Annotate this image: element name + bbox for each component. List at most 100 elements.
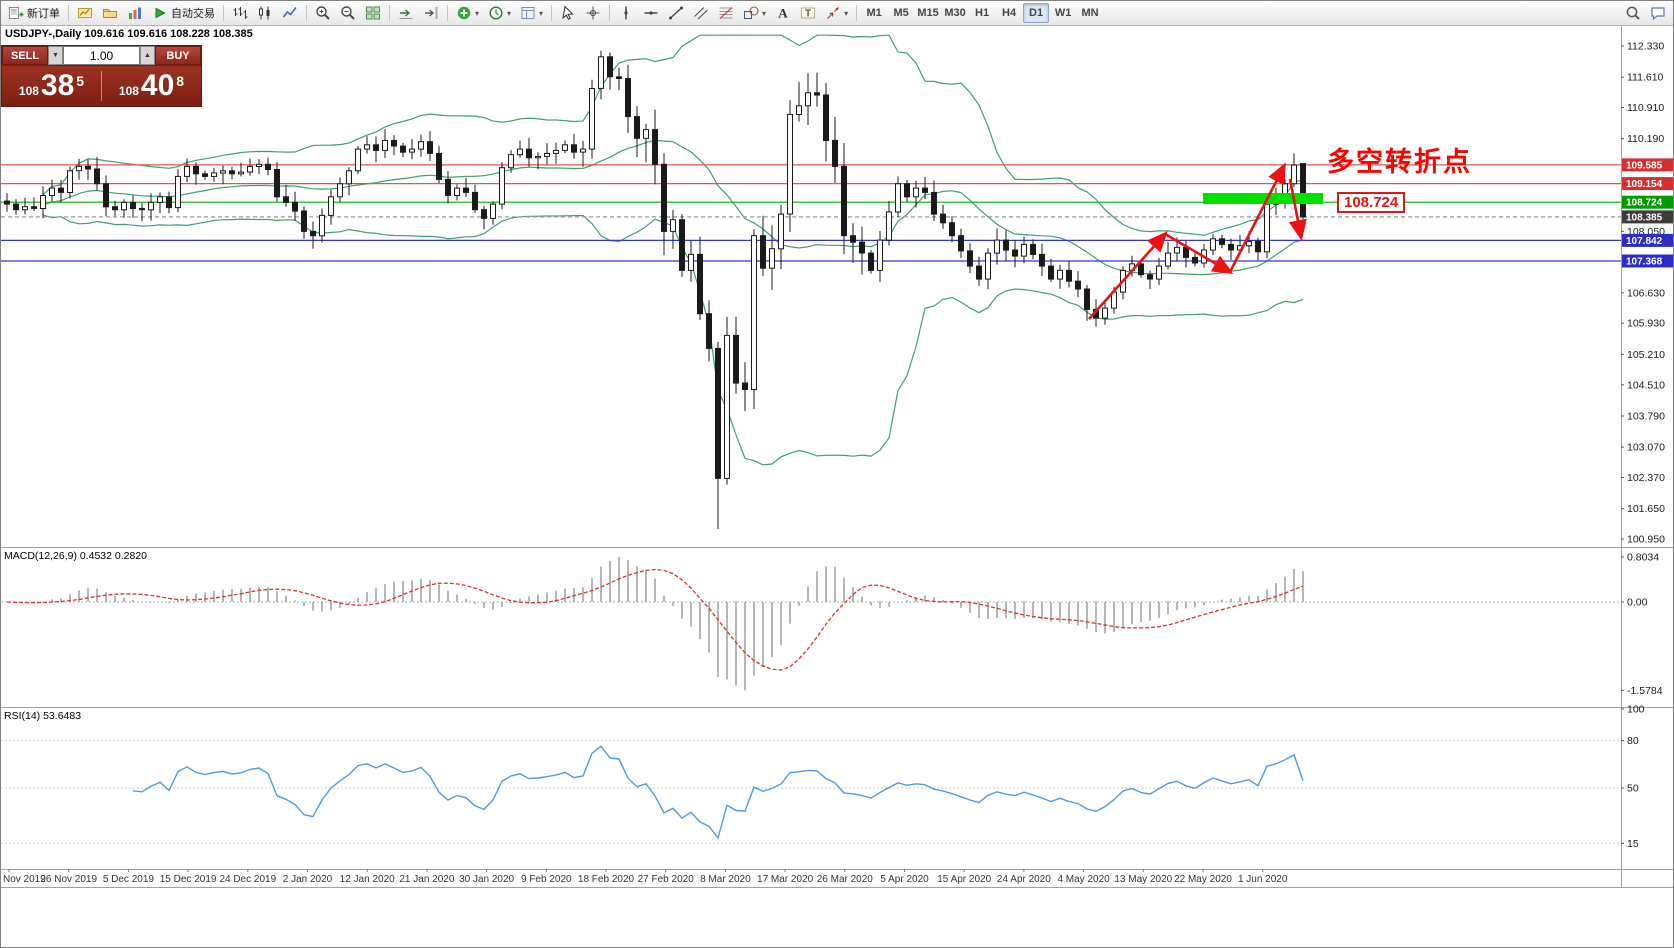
line-chart-button[interactable]: [278, 3, 302, 23]
buy-price-sup: 8: [176, 73, 185, 89]
fibonacci-icon: [719, 7, 733, 19]
svg-text:100.950: 100.950: [1627, 534, 1665, 546]
one-click-trading-panel: SELL ▼ ▲ BUY 108 38 5 108 40 8: [1, 45, 202, 107]
bar-chart-icon: [233, 7, 248, 19]
chart-shift-icon: [425, 7, 438, 19]
price-tag: [1622, 195, 1673, 209]
chat-icon: [1651, 7, 1665, 21]
indicators-icon: [457, 6, 471, 20]
timeframe-d1-button[interactable]: D1: [1023, 3, 1050, 23]
rsi-indicator: 100 80 50 15: [1, 704, 1645, 850]
vertical-line-button[interactable]: [614, 3, 638, 23]
timeframe-m15-button[interactable]: M15: [915, 3, 941, 23]
timeframe-m5-button[interactable]: M5: [888, 3, 914, 23]
timeframe-h4-button[interactable]: H4: [996, 3, 1022, 23]
market-watch-button[interactable]: [123, 3, 147, 23]
svg-text:26 Nov 2019: 26 Nov 2019: [40, 874, 97, 885]
timeframe-mn-button[interactable]: MN: [1077, 3, 1103, 23]
cursor-button[interactable]: [556, 3, 580, 23]
price-axis[interactable]: 112.330111.610110.910110.190108.050106.6…: [1621, 41, 1674, 546]
svg-text:112.330: 112.330: [1627, 41, 1664, 53]
panel-separators[interactable]: [1, 25, 1674, 888]
profiles-button[interactable]: [98, 3, 122, 23]
tile-windows-icon: [366, 6, 380, 20]
svg-text:12 Jan 2020: 12 Jan 2020: [340, 874, 395, 885]
toolbar-separator: [856, 5, 858, 21]
svg-text:15: 15: [1627, 838, 1639, 850]
channel-button[interactable]: [689, 3, 713, 23]
crosshair-button[interactable]: [581, 3, 605, 23]
buy-button[interactable]: BUY: [155, 46, 201, 65]
sell-button[interactable]: SELL: [2, 46, 48, 65]
candlestick-chart-icon: [259, 6, 270, 20]
volume-increase-button[interactable]: ▲: [140, 46, 155, 65]
support-zone-rectangle[interactable]: [1203, 193, 1323, 204]
svg-text:26 Mar 2020: 26 Mar 2020: [817, 874, 874, 885]
volume-input[interactable]: [63, 46, 140, 65]
cursor-icon: [562, 5, 574, 20]
market-watch-icon: [129, 7, 141, 19]
auto-scroll-button[interactable]: [394, 3, 418, 23]
periods-button[interactable]: ▾: [484, 3, 515, 23]
timeframe-h1-button[interactable]: H1: [969, 3, 995, 23]
svg-text:8 Mar 2020: 8 Mar 2020: [700, 874, 751, 885]
toolbar-separator: [389, 5, 390, 21]
templates-button[interactable]: ▾: [516, 3, 547, 23]
volume-decrease-button[interactable]: ▼: [48, 46, 63, 65]
bar-chart-button[interactable]: [228, 3, 252, 23]
sell-price-big: 38: [40, 69, 75, 102]
sell-price[interactable]: 108 38 5: [2, 69, 101, 103]
svg-text:109.154: 109.154: [1626, 179, 1663, 190]
price-tag: [1622, 158, 1673, 172]
svg-text:27 Feb 2020: 27 Feb 2020: [638, 874, 695, 885]
tile-windows-button[interactable]: [361, 3, 385, 23]
svg-text:103.790: 103.790: [1627, 411, 1665, 423]
trendline-button[interactable]: [664, 3, 688, 23]
svg-text:17 Mar 2020: 17 Mar 2020: [757, 874, 814, 885]
turning-point-annotation: 多空转折点: [1327, 147, 1472, 177]
svg-text:102.370: 102.370: [1627, 472, 1665, 484]
timeframe-m30-button[interactable]: M30: [942, 3, 968, 23]
trend-arrows[interactable]: [1088, 162, 1307, 320]
text-icon: A: [778, 6, 788, 21]
new-chart-button[interactable]: [73, 3, 97, 23]
buy-price[interactable]: 108 40 8: [102, 69, 201, 103]
text-button[interactable]: A: [771, 3, 795, 23]
zoom-in-icon: [316, 6, 330, 20]
chart-shift-button[interactable]: [419, 3, 443, 23]
fibonacci-button[interactable]: [714, 3, 738, 23]
indicators-button[interactable]: ▾: [452, 3, 483, 23]
rsi-label: RSI(14) 53.6483: [4, 710, 82, 722]
svg-text:-1.5784: -1.5784: [1627, 685, 1663, 697]
shapes-icon: [744, 6, 759, 19]
svg-text:107.842: 107.842: [1626, 236, 1663, 247]
horizontal-line-icon: [644, 11, 658, 15]
line-chart-icon: [282, 7, 297, 18]
chat-button[interactable]: [1646, 3, 1670, 23]
toolbar-separator: [447, 5, 448, 21]
text-label-button[interactable]: T: [796, 3, 820, 23]
dropdown-caret-icon: ▾: [507, 8, 512, 18]
svg-text:30 Jan 2020: 30 Jan 2020: [459, 874, 514, 885]
svg-text:24 Apr 2020: 24 Apr 2020: [997, 874, 1051, 885]
svg-text:80: 80: [1627, 735, 1639, 747]
zoom-out-button[interactable]: [336, 3, 360, 23]
svg-text:18 Feb 2020: 18 Feb 2020: [578, 874, 635, 885]
svg-text:50: 50: [1627, 783, 1639, 795]
svg-text:Nov 2019: Nov 2019: [3, 874, 46, 885]
periods-icon: [489, 6, 503, 20]
timeframe-m1-button[interactable]: M1: [861, 3, 887, 23]
shapes-button[interactable]: ▾: [739, 3, 770, 23]
svg-text:1 Jun 2020: 1 Jun 2020: [1238, 874, 1288, 885]
timeframe-w1-button[interactable]: W1: [1050, 3, 1076, 23]
zoom-in-button[interactable]: [311, 3, 335, 23]
candlestick-chart-button[interactable]: [253, 3, 277, 23]
new-chart-icon: [78, 8, 92, 18]
arrows-button[interactable]: ▾: [821, 3, 852, 23]
new-order-button[interactable]: 新订单: [4, 3, 64, 23]
horizontal-line-button[interactable]: [639, 3, 663, 23]
search-button[interactable]: [1621, 3, 1645, 23]
autotrading-button[interactable]: 自动交易: [148, 3, 219, 23]
